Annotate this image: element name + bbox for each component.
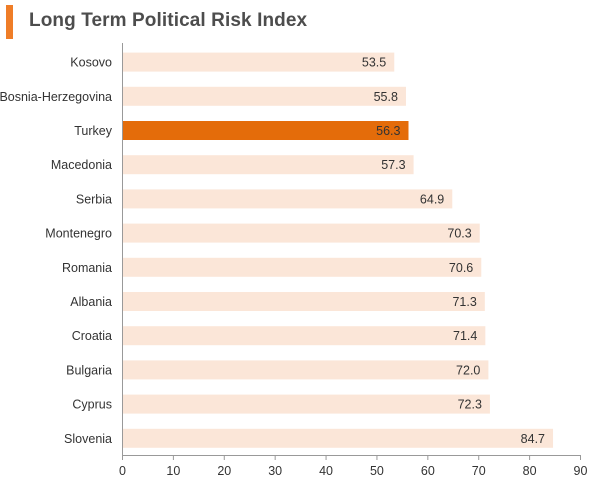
data-label: 56.3 [376, 124, 400, 138]
data-label: 84.7 [521, 432, 545, 446]
category-label: Bulgaria [66, 363, 112, 377]
title-accent-bar [6, 5, 13, 39]
data-label: 53.5 [362, 56, 386, 70]
data-label: 71.3 [452, 295, 476, 309]
bar-macedonia [123, 155, 414, 175]
category-label: Serbia [76, 192, 112, 206]
bar-croatia [123, 326, 486, 346]
data-label: 70.3 [447, 227, 471, 241]
x-tick-label: 10 [166, 464, 180, 478]
data-label: 57.3 [381, 158, 405, 172]
x-tick-label: 0 [119, 464, 126, 478]
bar-montenegro [123, 223, 480, 243]
bar-serbia [123, 189, 453, 209]
bar-cyprus [123, 394, 490, 414]
x-tick-label: 20 [217, 464, 231, 478]
category-label: Albania [70, 295, 112, 309]
x-tick-label: 60 [421, 464, 435, 478]
category-label: Slovenia [64, 432, 112, 446]
category-label: Cyprus [72, 398, 112, 412]
x-tick-label: 80 [523, 464, 537, 478]
category-label: Croatia [72, 329, 112, 343]
data-label: 71.4 [453, 329, 477, 343]
category-label: Montenegro [45, 227, 112, 241]
x-tick-label: 30 [268, 464, 282, 478]
bar-romania [123, 257, 482, 277]
category-label: Macedonia [51, 158, 112, 172]
category-label: Bosnia-Herzegovina [0, 90, 112, 104]
bar-kosovo [123, 52, 395, 72]
bar-slovenia [123, 428, 554, 448]
data-label: 72.3 [458, 398, 482, 412]
data-label: 70.6 [449, 261, 473, 275]
bar-bulgaria [123, 360, 489, 380]
x-tick-label: 90 [574, 464, 588, 478]
data-label: 64.9 [420, 192, 444, 206]
data-label: 55.8 [374, 90, 398, 104]
category-label: Romania [62, 261, 112, 275]
category-label: Turkey [74, 124, 112, 138]
x-tick-label: 40 [319, 464, 333, 478]
x-tick-label: 70 [472, 464, 486, 478]
chart-title: Long Term Political Risk Index [29, 10, 308, 31]
category-label: Kosovo [70, 56, 112, 70]
bar-turkey [123, 121, 409, 140]
bar-albania [123, 292, 485, 311]
data-label: 72.0 [456, 363, 480, 377]
bar-bosnia-herzegovina [123, 86, 406, 106]
x-tick-label: 50 [370, 464, 384, 478]
